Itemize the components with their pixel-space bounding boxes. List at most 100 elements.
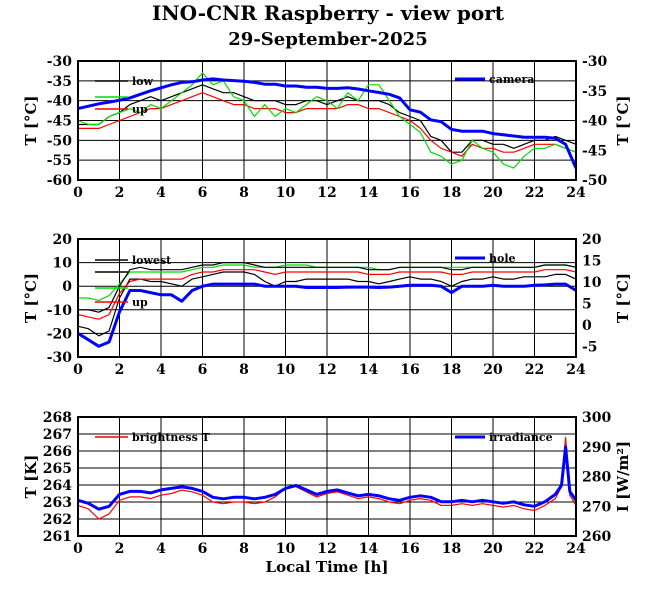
legend-label: low <box>132 75 154 88</box>
chart-1-series <box>77 72 578 169</box>
y2-tick-label: 290 <box>582 440 611 456</box>
x-tick-label: 0 <box>73 185 83 201</box>
x-tick-label: 12 <box>317 362 336 378</box>
y-tick-label: 20 <box>53 232 73 248</box>
y-tick-label: 265 <box>43 461 72 477</box>
series-line-brightness-T <box>77 436 577 520</box>
page-date: 29-September-2025 <box>228 29 427 50</box>
legend-label: up <box>132 296 148 309</box>
x-tick-label: 24 <box>566 185 586 201</box>
y-tick-label: -20 <box>47 326 73 342</box>
y2-tick-label: 10 <box>582 275 602 291</box>
y2-tick-label: -40 <box>582 114 608 130</box>
chart-1-legend: low up camera <box>95 73 534 116</box>
chart-2-ticks: 0 2 4 6 8 10 12 14 16 18 20 22 2420100-10-20-3020151… <box>47 232 602 378</box>
series-line-unlabeled-4 <box>78 262 577 313</box>
chart-2-y2label: T [°C] <box>614 273 632 323</box>
x-tick-label: 8 <box>239 541 249 557</box>
y-tick-label: -60 <box>47 173 73 189</box>
chart-3: 0 2 4 6 8 10 12 14 16 18 20 22 242682672662652642632… <box>22 410 632 576</box>
x-tick-label: 20 <box>483 362 503 378</box>
x-tick-label: 6 <box>198 362 208 378</box>
x-tick-label: 4 <box>156 541 166 557</box>
chart-2-legend: lowest up hole <box>95 252 516 309</box>
y-tick-label: -30 <box>47 54 73 70</box>
y-tick-label: -55 <box>47 153 72 169</box>
series-line-up <box>77 269 577 320</box>
y2-tick-label: -30 <box>582 54 608 70</box>
x-tick-label: 16 <box>400 185 419 201</box>
x-tick-label: 0 <box>73 541 83 557</box>
x-tick-label: 24 <box>566 541 586 557</box>
series-line-camera <box>77 77 578 169</box>
x-tick-label: 24 <box>566 362 586 378</box>
chart-3-xlabel: Local Time [h] <box>266 558 389 576</box>
legend-label: brightness T <box>132 431 211 444</box>
x-tick-label: 6 <box>198 541 208 557</box>
legend-label: camera <box>489 73 534 86</box>
x-tick-label: 10 <box>276 185 296 201</box>
x-tick-label: 14 <box>359 185 379 201</box>
y-tick-label: -40 <box>47 94 73 110</box>
y-tick-label: 267 <box>43 427 72 443</box>
chart-1-ylabel: T [°C] <box>22 95 40 145</box>
y-tick-label: 10 <box>53 256 73 272</box>
legend-label: irradiance <box>489 431 553 444</box>
chart-3-series <box>77 436 578 520</box>
y2-tick-label: 20 <box>582 232 602 248</box>
y2-tick-label: -5 <box>582 339 598 355</box>
x-tick-label: 20 <box>483 541 503 557</box>
x-tick-label: 22 <box>525 362 544 378</box>
y2-tick-label: 5 <box>582 296 592 312</box>
chart-2: 0 2 4 6 8 10 12 14 16 18 20 22 2420100-10-20-3020151… <box>22 232 632 378</box>
y2-tick-label: -35 <box>582 84 607 100</box>
x-tick-label: 18 <box>442 541 461 557</box>
chart-1: 0 2 4 6 8 10 12 14 16 18 20 22 24-30-35-40-45-50-55-… <box>22 54 632 201</box>
y-tick-label: 262 <box>43 512 72 528</box>
x-tick-label: 14 <box>359 541 379 557</box>
y2-tick-label: 270 <box>582 499 611 515</box>
y2-tick-label: -50 <box>582 173 608 189</box>
x-tick-label: 4 <box>156 362 166 378</box>
y-tick-label: 263 <box>43 495 72 511</box>
y-tick-label: 0 <box>62 279 72 295</box>
chart-1-ticks: 0 2 4 6 8 10 12 14 16 18 20 22 24-30-35-40-45-50-55-… <box>47 54 608 201</box>
x-tick-label: 22 <box>525 185 544 201</box>
x-tick-label: 8 <box>239 185 249 201</box>
chart-3-ticks: 0 2 4 6 8 10 12 14 16 18 20 22 242682672662652642632… <box>43 410 612 557</box>
series-line-low <box>78 84 577 153</box>
x-tick-label: 22 <box>525 541 544 557</box>
y-tick-label: 264 <box>43 478 72 494</box>
series-line-unlabeled-2 <box>77 72 577 169</box>
y-tick-label: -30 <box>47 350 73 366</box>
chart-3-legend: brightness T irradiance <box>95 431 553 444</box>
y2-tick-label: 300 <box>582 410 611 426</box>
x-tick-label: 4 <box>156 185 166 201</box>
x-tick-label: 12 <box>317 541 336 557</box>
chart-3-frame <box>77 416 577 537</box>
y-tick-label: 268 <box>43 410 72 426</box>
x-tick-label: 10 <box>276 362 296 378</box>
chart-3-y2label: I [W/m²] <box>614 441 632 512</box>
legend-label: lowest <box>132 254 172 267</box>
x-tick-label: 2 <box>115 541 125 557</box>
y-tick-label: 261 <box>43 529 72 545</box>
y2-tick-label: 260 <box>582 529 611 545</box>
x-tick-label: 10 <box>276 541 296 557</box>
legend-label: hole <box>489 252 516 265</box>
x-tick-label: 18 <box>442 185 461 201</box>
x-tick-label: 8 <box>239 362 249 378</box>
legend-label: up <box>132 103 148 116</box>
x-tick-label: 20 <box>483 185 503 201</box>
chart-1-frame <box>77 60 577 181</box>
series-line-irradiance <box>77 445 578 511</box>
page-title: INO-CNR Raspberry - view port <box>152 1 505 25</box>
x-tick-label: 16 <box>400 541 419 557</box>
series-line-lowest <box>77 271 577 337</box>
x-tick-label: 0 <box>73 362 83 378</box>
x-tick-label: 6 <box>198 185 208 201</box>
y-tick-label: -45 <box>47 114 72 130</box>
x-tick-label: 12 <box>317 185 336 201</box>
y-tick-label: 266 <box>43 444 72 460</box>
